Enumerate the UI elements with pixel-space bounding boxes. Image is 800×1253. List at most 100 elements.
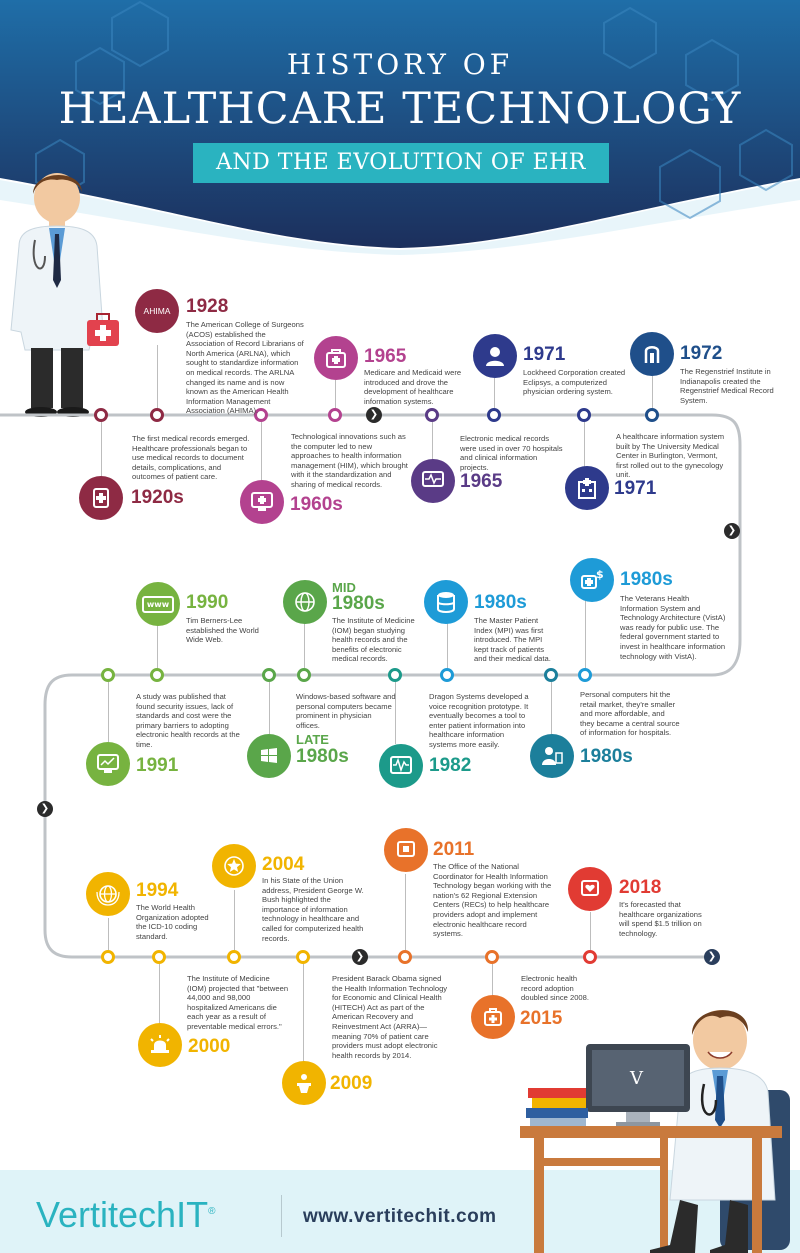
- chevron-right-icon: ❯: [352, 949, 368, 965]
- timeline-node: [398, 950, 412, 964]
- event-year: 2018: [619, 877, 662, 898]
- regenstrief-logo-icon: [630, 332, 674, 376]
- event-year: 2015: [520, 1008, 563, 1029]
- footer-divider: [281, 1195, 282, 1237]
- event-description: Lockheed Corporation created Eclipsys, a…: [523, 368, 626, 397]
- windows-icon: [247, 734, 291, 778]
- stem: [551, 682, 552, 734]
- event-description: The Institute of Medicine (IOM) began st…: [332, 616, 415, 664]
- database-icon: [424, 580, 468, 624]
- event-year: 2009: [330, 1073, 373, 1094]
- stem: [261, 422, 262, 484]
- first-aid-icon: [471, 995, 515, 1039]
- brand-name: VertitechIT: [36, 1194, 209, 1235]
- event-year: 2011: [433, 839, 475, 860]
- medical-record-icon: [79, 476, 123, 520]
- event-description: The World Health Organization adopted th…: [136, 903, 209, 941]
- timeline-node: [425, 408, 439, 422]
- event-description: The Master Patient Index (MPI) was first…: [474, 616, 551, 664]
- event-description: Electronic medical records were used in …: [460, 434, 563, 472]
- chevron-down-icon: ❯: [37, 801, 53, 817]
- who-icon: [86, 872, 130, 916]
- event-description: The first medical records emerged. Healt…: [132, 434, 250, 482]
- event-year: 1980s: [580, 746, 633, 767]
- timeline-node: [101, 950, 115, 964]
- timeline-node: [254, 408, 268, 422]
- event-description: Electronic health record adoption double…: [521, 974, 589, 1003]
- podium-icon: [282, 1061, 326, 1105]
- stem: [492, 964, 493, 996]
- event-description: The Office of the National Coordinator f…: [433, 862, 552, 939]
- header-banner: HISTORY OF HEALTHCARE TECHNOLOGY AND THE…: [0, 0, 800, 260]
- event-description: Tim Berners-Lee established the World Wi…: [186, 616, 259, 645]
- event-description: The American College of Surgeons (ACOS) …: [186, 320, 304, 416]
- event-year: 1980s: [620, 569, 673, 590]
- event-year: 1972: [680, 343, 723, 364]
- stem: [108, 918, 109, 950]
- timeline-node: [150, 408, 164, 422]
- stem: [269, 682, 270, 734]
- timeline-node: [152, 950, 166, 964]
- stem: [652, 376, 653, 408]
- timeline-node: [262, 668, 276, 682]
- timeline-node: [227, 950, 241, 964]
- stem: [584, 422, 585, 470]
- www-icon: www: [136, 582, 180, 626]
- globe-icon: [283, 580, 327, 624]
- stem: [335, 380, 336, 408]
- stem: [234, 890, 235, 950]
- timeline-node: [440, 668, 454, 682]
- stem: [432, 422, 433, 462]
- timeline-node: [94, 408, 108, 422]
- stem: [303, 964, 304, 1064]
- event-year: 1980s: [474, 592, 527, 613]
- timeline-node: [487, 408, 501, 422]
- event-description: A healthcare information system built by…: [616, 432, 725, 480]
- stem: [157, 345, 158, 408]
- event-year: 1920s: [131, 487, 184, 508]
- chart-monitor-icon: [86, 742, 130, 786]
- stem: [585, 600, 586, 668]
- timeline-node: [578, 668, 592, 682]
- monitor-plus-icon: [240, 480, 284, 524]
- event-description: The Veterans Health Information System a…: [620, 594, 726, 661]
- timeline-node: [150, 668, 164, 682]
- event-year: 1980s: [296, 746, 349, 767]
- doctor-illustration: [10, 173, 119, 417]
- stem: [304, 622, 305, 668]
- timeline-node: [296, 950, 310, 964]
- medical-cost-icon: $: [570, 558, 614, 602]
- website-link[interactable]: www.vertitechit.com: [303, 1206, 497, 1227]
- ahima-label: AHIMA: [143, 306, 171, 316]
- doctor-icon: [473, 334, 517, 378]
- event-year: 1990: [186, 592, 229, 613]
- event-year: 2004: [262, 854, 305, 875]
- chevron-down-icon: ❯: [724, 523, 740, 539]
- event-description: Dragon Systems developed a voice recogni…: [429, 692, 529, 749]
- heart-monitor-icon: [411, 459, 455, 503]
- waveform-icon: [379, 744, 423, 788]
- timeline-node: [328, 408, 342, 422]
- medical-bag-icon: [314, 336, 358, 380]
- heart-screen-icon: [568, 867, 612, 911]
- event-description: It's forecasted that healthcare organiza…: [619, 900, 702, 938]
- timeline-node: [485, 950, 499, 964]
- brand-logo: VertitechIT®: [36, 1194, 216, 1235]
- event-description: The Regenstrief Institute in Indianapoli…: [680, 367, 774, 405]
- monitor-letter: V: [629, 1068, 644, 1089]
- stem: [447, 622, 448, 668]
- svg-text:$: $: [596, 568, 604, 581]
- alarm-icon: [138, 1023, 182, 1067]
- event-year: 1991: [136, 755, 179, 776]
- chevron-right-icon: ❯: [366, 407, 382, 423]
- title-line-1: HISTORY OF: [286, 48, 514, 81]
- event-description: In his State of the Union address, Presi…: [262, 876, 364, 943]
- event-year: 1980s: [332, 593, 385, 614]
- event-year-prefix: MID: [332, 580, 356, 595]
- event-description: The Institute of Medicine (IOM) projecte…: [187, 974, 289, 1031]
- event-year-prefix: LATE: [296, 732, 329, 747]
- event-description: Medicare and Medicaid were introduced an…: [364, 368, 462, 406]
- chevron-right-icon: ❯: [704, 949, 720, 965]
- subtitle: AND THE EVOLUTION OF EHR: [193, 143, 609, 183]
